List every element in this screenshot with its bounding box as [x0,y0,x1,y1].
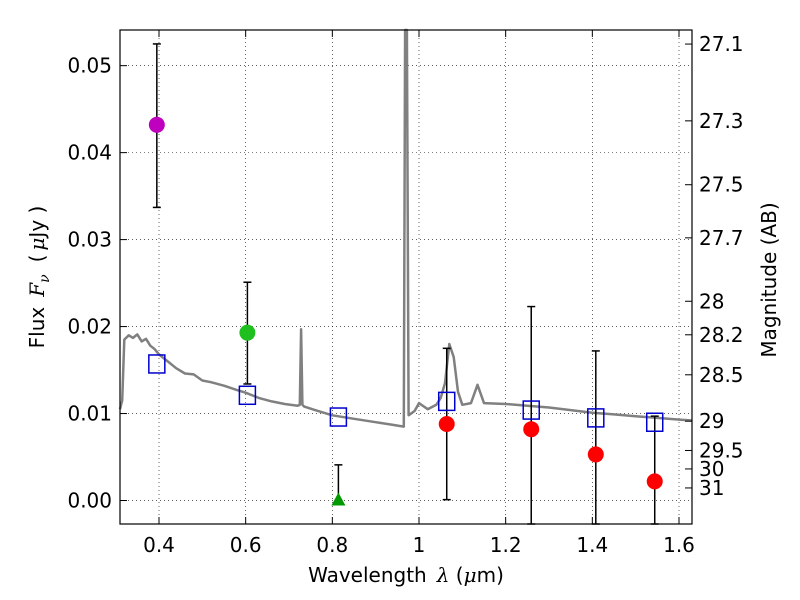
y-tick-label: 0.01 [67,402,112,426]
x-tick-label: 0.6 [230,533,262,557]
model-square [329,407,348,427]
red-circle-2 [523,421,540,438]
model-square [238,385,257,406]
y2-tick-label: 30 [699,457,724,481]
model-square [522,400,540,420]
y-tick-label: 0.04 [67,141,112,165]
y-axis-label: FluxFν(μJy ) [25,206,53,349]
green-triangle [331,492,346,506]
y-tick-label: 0.03 [67,228,112,252]
model-points-layer [148,354,664,432]
model-square [148,354,166,374]
y2-tick-label: 31 [699,476,724,500]
y2-axis-label: Magnitude (AB) [757,202,781,357]
red-circle-1 [438,415,455,432]
magenta-circle [148,116,165,133]
tick-labels-layer: 0.4 0.6 0.8 1 1.2 1.4 1.6 0.00 0.01 0.02 0.03 0.04 0… [67,32,743,557]
y-tick-label: 0.02 [67,315,112,339]
errorbar-layer [152,43,659,525]
red-circle-3 [587,446,604,463]
y2-tick-label: 29 [699,409,724,433]
x-tick-label: 0.4 [143,533,175,557]
y-tick-label: 0.00 [67,489,112,513]
x-tick-label: 0.8 [316,533,348,557]
model-square [587,408,605,428]
y-tick-label: 0.05 [67,54,112,78]
y2-tick-label: 29.5 [699,438,744,462]
data-points-layer [148,116,663,506]
y2-tick-label: 28 [699,289,724,313]
x-axis-label: Wavelength λ (μm) [308,563,504,587]
ticks-layer [120,30,692,524]
y2-tick-label: 27.7 [699,226,744,250]
red-circle-4 [646,473,663,490]
x-tick-label: 1.4 [576,533,608,557]
x-tick-label: 1 [413,533,426,557]
y2-tick-label: 28.5 [699,363,744,387]
y2-tick-label: 27.5 [699,173,744,197]
plot-frame [119,29,693,525]
model-square [437,391,456,412]
y2-tick-label: 27.1 [699,32,744,56]
model-square [645,412,664,432]
y2-tick-label: 27.3 [699,109,744,133]
model-spectrum-layer [118,28,693,428]
y2-tick-label: 28.2 [699,323,744,347]
model-spectrum-line [118,28,693,428]
x-tick-label: 1.2 [490,533,522,557]
x-tick-label: 1.6 [663,533,695,557]
green-circle [239,324,256,341]
